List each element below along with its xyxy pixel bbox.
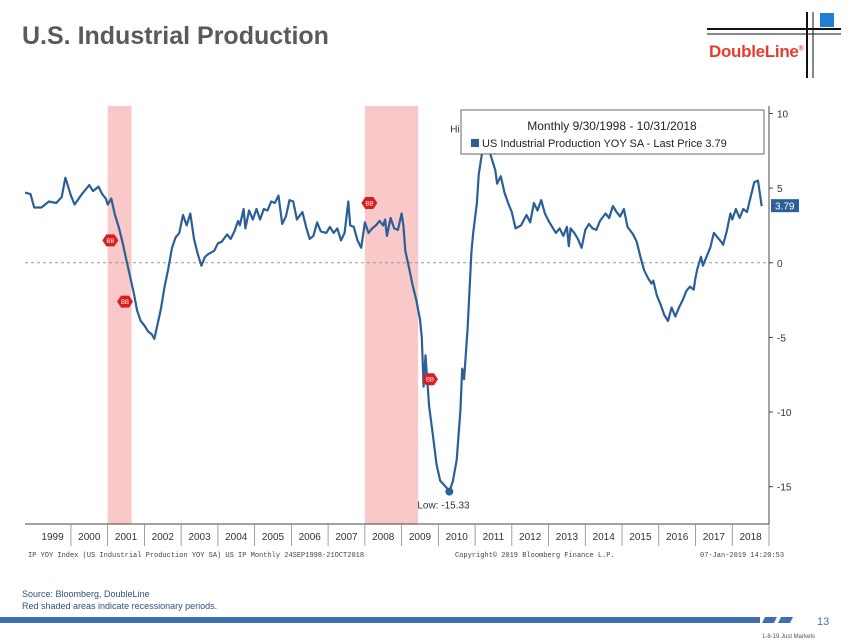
y-tick-label: -5 bbox=[777, 333, 786, 344]
recession-band bbox=[364, 106, 419, 524]
event-marker: BB bbox=[117, 295, 134, 308]
x-tick-label: 2008 bbox=[372, 532, 395, 543]
event-marker: BB bbox=[102, 234, 119, 247]
industrial-production-chart: 1999 2000 2001 2002 2003 2004 2005 2006 2007 2008… bbox=[24, 106, 799, 546]
x-tick-label: 2003 bbox=[188, 532, 211, 543]
x-tick-label: 2001 bbox=[115, 532, 138, 543]
x-tick-label: 2013 bbox=[556, 532, 579, 543]
x-tick-label: 2010 bbox=[446, 532, 469, 543]
event-marker-label: BB bbox=[426, 378, 434, 384]
source-line: Source: Bloomberg, DoubleLine bbox=[22, 589, 150, 599]
timestamp: 07-Jan-2019 14:20:53 bbox=[700, 552, 785, 560]
y-tick-label: 0 bbox=[777, 259, 783, 270]
logo-frame-icon bbox=[707, 12, 841, 78]
event-marker: BB bbox=[421, 373, 438, 386]
last-value-label: 3.79 bbox=[775, 202, 795, 213]
y-tick-label: -10 bbox=[777, 408, 792, 419]
x-tick-label: 2009 bbox=[409, 532, 432, 543]
y-tick-label: 5 bbox=[777, 184, 783, 195]
legend-title: Monthly 9/30/1998 - 10/31/2018 bbox=[527, 119, 697, 133]
x-tick-label: 2007 bbox=[335, 532, 358, 543]
source-note: Source: Bloomberg, DoubleLine Red shaded… bbox=[22, 588, 217, 612]
x-tick-label: 2018 bbox=[740, 532, 763, 543]
legend-box: Monthly 9/30/1998 - 10/31/2018 US Indust… bbox=[460, 109, 765, 155]
event-marker-label: BB bbox=[365, 202, 373, 208]
logo-text: DoubleLine® bbox=[709, 42, 804, 61]
copyright: Copyright© 2019 Bloomberg Finance L.P. bbox=[455, 552, 615, 560]
recession-note: Red shaded areas indicate recessionary p… bbox=[22, 601, 218, 611]
event-marker: BB bbox=[361, 197, 378, 210]
x-tick-label: 2012 bbox=[519, 532, 542, 543]
recession-band bbox=[107, 106, 132, 524]
legend-swatch-icon bbox=[471, 139, 479, 147]
event-markers: BB BB BB BB bbox=[102, 197, 438, 386]
x-tick-label: 2017 bbox=[703, 532, 726, 543]
recession-shading bbox=[107, 106, 419, 524]
x-tick-label: 2011 bbox=[483, 532, 505, 543]
x-tick-label: 2016 bbox=[666, 532, 689, 543]
x-tick-label: 2004 bbox=[225, 532, 248, 543]
x-tick-label: 1999 bbox=[41, 532, 64, 543]
footer-note: 1-8-19 Just Markets bbox=[762, 634, 816, 640]
x-tick-label: 2014 bbox=[593, 532, 616, 543]
y-tick-label: 10 bbox=[777, 109, 789, 120]
y-axis-ticks: 10 5 0 -5 -10 -15 bbox=[769, 109, 792, 494]
event-marker-label: BB bbox=[106, 239, 114, 245]
last-value-badge: 3.79 bbox=[771, 199, 799, 213]
x-tick-label: 2000 bbox=[78, 532, 101, 543]
x-tick-label: 2005 bbox=[262, 532, 285, 543]
footer-bar bbox=[0, 617, 793, 623]
x-tick-label: 2006 bbox=[299, 532, 322, 543]
x-tick-label: 2002 bbox=[152, 532, 175, 543]
legend-series-label: US Industrial Production YOY SA - Last P… bbox=[482, 138, 727, 150]
x-tick-label: 2015 bbox=[629, 532, 652, 543]
series-line bbox=[24, 135, 763, 493]
y-tick-label: -15 bbox=[777, 483, 792, 494]
low-annotation: Low: -15.33 bbox=[417, 501, 470, 512]
low-point bbox=[445, 487, 454, 496]
page-title: U.S. Industrial Production bbox=[22, 22, 329, 50]
logo-square-icon bbox=[820, 13, 834, 27]
event-marker-label: BB bbox=[121, 300, 129, 306]
ticker-line: IP YOY Index (US Industrial Production Y… bbox=[28, 552, 365, 560]
x-axis-ticks: 1999 2000 2001 2002 2003 2004 2005 2006 2007 2008… bbox=[41, 524, 770, 546]
doubleline-logo: DoubleLine® bbox=[703, 10, 843, 80]
page-number: 13 bbox=[817, 616, 830, 628]
